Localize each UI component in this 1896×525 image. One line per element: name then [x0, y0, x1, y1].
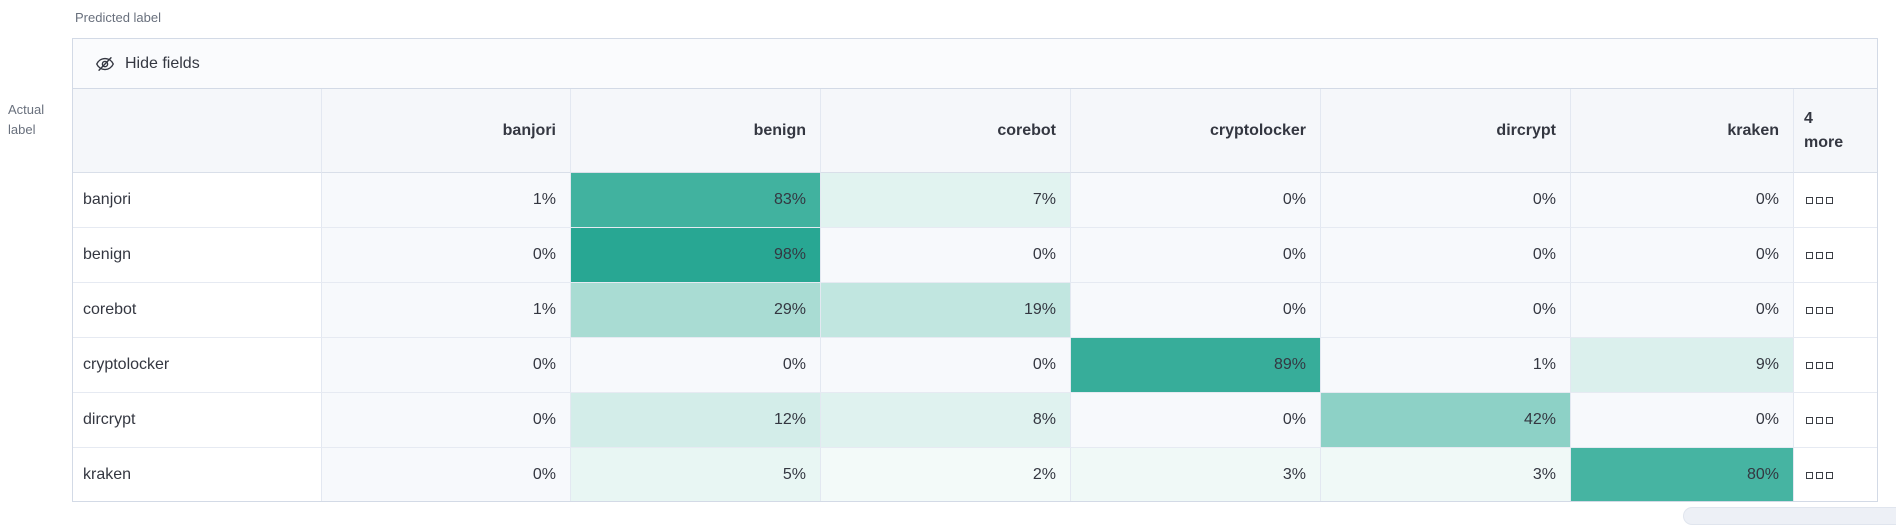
- matrix-cell-dircrypt-cryptolocker[interactable]: 0%: [1070, 393, 1320, 448]
- row-label-corebot[interactable]: corebot: [73, 283, 321, 338]
- boxes-horizontal-icon: [1806, 471, 1813, 479]
- boxes-horizontal-icon: [1826, 196, 1833, 204]
- row-more-actions-button[interactable]: [1793, 393, 1877, 448]
- row-label-dircrypt[interactable]: dircrypt: [73, 393, 321, 448]
- boxes-horizontal-icon: [1826, 361, 1833, 369]
- column-header-label: cryptolocker: [1209, 121, 1306, 139]
- matrix-cell-cryptolocker-corebot[interactable]: 0%: [820, 338, 1070, 393]
- matrix-cell-cryptolocker-dircrypt[interactable]: 1%: [1320, 338, 1570, 393]
- boxes-horizontal-icon: [1806, 306, 1813, 314]
- matrix-cell-kraken-kraken[interactable]: 80%: [1570, 448, 1793, 501]
- row-label-banjori[interactable]: banjori: [73, 173, 321, 228]
- matrix-cell-dircrypt-dircrypt[interactable]: 42%: [1320, 393, 1570, 448]
- row-more-actions-button[interactable]: [1793, 173, 1877, 228]
- matrix-cell-benign-kraken[interactable]: 0%: [1570, 228, 1793, 283]
- matrix-cell-banjori-benign[interactable]: 83%: [570, 173, 820, 228]
- eye-closed-icon: [95, 54, 115, 74]
- boxes-horizontal-icon: [1826, 471, 1833, 479]
- column-header-kraken[interactable]: kraken: [1570, 89, 1793, 173]
- horizontal-scrollbar[interactable]: [1683, 507, 1896, 525]
- column-header-cryptolocker[interactable]: cryptolocker: [1070, 89, 1320, 173]
- boxes-horizontal-icon: [1826, 416, 1833, 424]
- matrix-cell-cryptolocker-kraken[interactable]: 9%: [1570, 338, 1793, 393]
- column-header-label: dircrypt: [1496, 121, 1556, 139]
- boxes-horizontal-icon: [1806, 196, 1813, 204]
- row-more-actions-button[interactable]: [1793, 338, 1877, 393]
- matrix-cell-benign-corebot[interactable]: 0%: [820, 228, 1070, 283]
- matrix-cell-corebot-dircrypt[interactable]: 0%: [1320, 283, 1570, 338]
- column-header-label: benign: [753, 121, 806, 139]
- boxes-horizontal-icon: [1816, 471, 1823, 479]
- matrix-cell-corebot-banjori[interactable]: 1%: [321, 283, 570, 338]
- matrix-cell-banjori-banjori[interactable]: 1%: [321, 173, 570, 228]
- matrix-cell-dircrypt-benign[interactable]: 12%: [570, 393, 820, 448]
- column-header-label: corebot: [997, 121, 1056, 139]
- matrix-cell-cryptolocker-cryptolocker[interactable]: 89%: [1070, 338, 1320, 393]
- confusion-matrix-panel: Hide fields banjori benign corebot cryptolo…: [72, 38, 1878, 502]
- matrix-cell-cryptolocker-benign[interactable]: 0%: [570, 338, 820, 393]
- boxes-horizontal-icon: [1816, 361, 1823, 369]
- matrix-cell-corebot-benign[interactable]: 29%: [570, 283, 820, 338]
- column-header-dircrypt[interactable]: dircrypt: [1320, 89, 1570, 173]
- matrix-cell-benign-cryptolocker[interactable]: 0%: [1070, 228, 1320, 283]
- hide-fields-button[interactable]: Hide fields: [73, 39, 1877, 89]
- column-header-benign[interactable]: benign: [570, 89, 820, 173]
- row-more-actions-button[interactable]: [1793, 448, 1877, 501]
- column-header-label: kraken: [1727, 121, 1779, 139]
- matrix-cell-kraken-benign[interactable]: 5%: [570, 448, 820, 501]
- column-header-banjori[interactable]: banjori: [321, 89, 570, 173]
- matrix-cell-kraken-dircrypt[interactable]: 3%: [1320, 448, 1570, 501]
- matrix-cell-kraken-corebot[interactable]: 2%: [820, 448, 1070, 501]
- boxes-horizontal-icon: [1816, 306, 1823, 314]
- matrix-cell-dircrypt-banjori[interactable]: 0%: [321, 393, 570, 448]
- row-label-cryptolocker[interactable]: cryptolocker: [73, 338, 321, 393]
- matrix-cell-corebot-kraken[interactable]: 0%: [1570, 283, 1793, 338]
- hide-fields-label: Hide fields: [125, 54, 200, 72]
- matrix-cell-banjori-corebot[interactable]: 7%: [820, 173, 1070, 228]
- actual-axis-label: Actual label: [8, 102, 45, 137]
- matrix-cell-corebot-corebot[interactable]: 19%: [820, 283, 1070, 338]
- boxes-horizontal-icon: [1826, 306, 1833, 314]
- boxes-horizontal-icon: [1826, 251, 1833, 259]
- boxes-horizontal-icon: [1806, 361, 1813, 369]
- matrix-cell-banjori-kraken[interactable]: 0%: [1570, 173, 1793, 228]
- matrix-cell-cryptolocker-banjori[interactable]: 0%: [321, 338, 570, 393]
- column-header-label: banjori: [502, 121, 556, 139]
- predicted-axis-label: Predicted label: [75, 10, 161, 25]
- matrix-cell-kraken-cryptolocker[interactable]: 3%: [1070, 448, 1320, 501]
- boxes-horizontal-icon: [1816, 416, 1823, 424]
- matrix-cell-corebot-cryptolocker[interactable]: 0%: [1070, 283, 1320, 338]
- column-header-more[interactable]: 4 more: [1793, 89, 1877, 173]
- row-label-benign[interactable]: benign: [73, 228, 321, 283]
- boxes-horizontal-icon: [1806, 251, 1813, 259]
- row-label-kraken[interactable]: kraken: [73, 448, 321, 501]
- row-more-actions-button[interactable]: [1793, 283, 1877, 338]
- matrix-cell-dircrypt-corebot[interactable]: 8%: [820, 393, 1070, 448]
- matrix-cell-dircrypt-kraken[interactable]: 0%: [1570, 393, 1793, 448]
- matrix-cell-kraken-banjori[interactable]: 0%: [321, 448, 570, 501]
- matrix-cell-banjori-cryptolocker[interactable]: 0%: [1070, 173, 1320, 228]
- column-header-corebot[interactable]: corebot: [820, 89, 1070, 173]
- confusion-matrix-grid: banjori benign corebot cryptolocker dircrypt…: [73, 89, 1877, 501]
- boxes-horizontal-icon: [1806, 416, 1813, 424]
- boxes-horizontal-icon: [1816, 196, 1823, 204]
- boxes-horizontal-icon: [1816, 251, 1823, 259]
- matrix-cell-benign-banjori[interactable]: 0%: [321, 228, 570, 283]
- matrix-cell-banjori-dircrypt[interactable]: 0%: [1320, 173, 1570, 228]
- row-more-actions-button[interactable]: [1793, 228, 1877, 283]
- matrix-cell-benign-dircrypt[interactable]: 0%: [1320, 228, 1570, 283]
- header-corner-cell[interactable]: [73, 89, 321, 173]
- matrix-cell-benign-benign[interactable]: 98%: [570, 228, 820, 283]
